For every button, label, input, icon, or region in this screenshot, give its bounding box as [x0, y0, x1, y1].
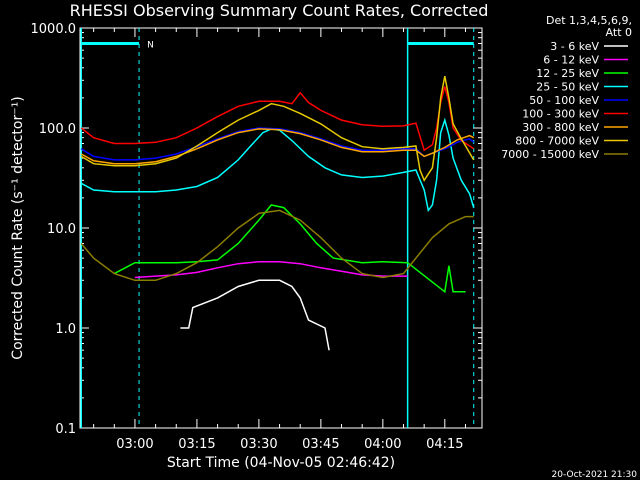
- detector-info: Att 0: [606, 26, 632, 39]
- y-tick-label: 100.0: [39, 122, 76, 137]
- series-line: [80, 117, 475, 213]
- x-tick-label: 04:00: [364, 437, 401, 452]
- series-line: [80, 75, 475, 182]
- legend-label: 6 - 12 keV: [543, 54, 599, 67]
- y-axis: 1000.0 100.0 10.0 1.0 0.1: [31, 22, 482, 437]
- series-line: [80, 209, 474, 282]
- y-tick-label: 0.1: [55, 422, 76, 437]
- legend-label: 7000 - 15000 keV: [501, 148, 599, 161]
- x-tick-label: 03:00: [116, 437, 153, 452]
- x-tick-label: 03:30: [240, 437, 277, 452]
- legend-label: 800 - 7000 keV: [515, 135, 599, 148]
- x-tick-label: 03:15: [178, 437, 215, 452]
- series-line: [113, 204, 466, 294]
- y-tick-label: 10.0: [47, 222, 76, 237]
- series-line: [80, 86, 475, 152]
- legend-label: 3 - 6 keV: [550, 40, 599, 53]
- y-tick-label: 1000.0: [31, 22, 77, 37]
- x-axis-label: Start Time (04-Nov-05 02:46:42): [167, 455, 395, 471]
- time-markers: N: [80, 28, 475, 428]
- legend-label: 50 - 100 keV: [529, 94, 599, 107]
- legend-label: 25 - 50 keV: [536, 81, 599, 94]
- night-label: N: [147, 40, 154, 50]
- series-lines: [80, 75, 475, 351]
- detector-info: Det 1,3,4,5,6,9,: [546, 14, 632, 27]
- series-line: [134, 260, 408, 279]
- x-tick-label: 03:45: [302, 437, 339, 452]
- legend-label: 100 - 300 keV: [522, 108, 599, 121]
- legend-label: 300 - 800 keV: [522, 121, 599, 134]
- plot-area: [79, 27, 483, 429]
- footer-date: 20-Oct-2021 21:30: [552, 470, 638, 480]
- x-axis: 03:00 03:15 03:30 03:45 04:00 04:15: [93, 28, 466, 452]
- chart-title: RHESSI Observing Summary Count Rates, Co…: [70, 1, 489, 20]
- series-line: [180, 279, 330, 351]
- y-tick-label: 1.0: [55, 322, 76, 337]
- x-tick-label: 04:15: [426, 437, 463, 452]
- y-axis-label: Corrected Count Rate (s⁻¹ detector⁻¹): [10, 96, 26, 359]
- legend-label: 12 - 25 keV: [536, 67, 599, 80]
